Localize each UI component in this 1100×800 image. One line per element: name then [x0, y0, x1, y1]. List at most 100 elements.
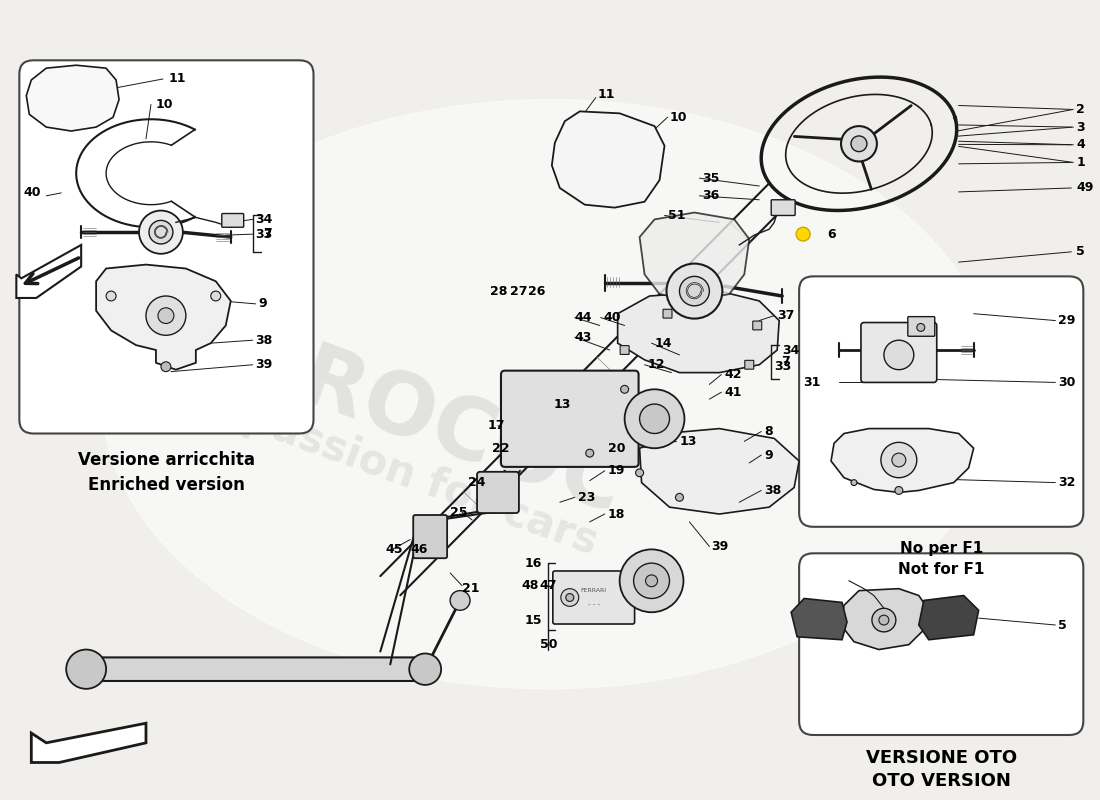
- Polygon shape: [639, 213, 749, 301]
- Polygon shape: [552, 111, 664, 208]
- Text: 41: 41: [724, 386, 741, 398]
- Text: 17: 17: [488, 419, 506, 432]
- FancyBboxPatch shape: [500, 370, 639, 467]
- Circle shape: [148, 220, 173, 244]
- Text: 40: 40: [23, 186, 41, 199]
- FancyBboxPatch shape: [663, 310, 672, 318]
- FancyBboxPatch shape: [81, 658, 430, 681]
- Circle shape: [646, 575, 658, 586]
- Text: EUROCOC: EUROCOC: [166, 295, 635, 533]
- Text: No per F1
Not for F1: No per F1 Not for F1: [898, 541, 984, 577]
- Text: 5: 5: [1076, 246, 1085, 258]
- Circle shape: [916, 323, 925, 331]
- Polygon shape: [26, 66, 119, 131]
- Text: 39: 39: [255, 358, 273, 371]
- Text: 39: 39: [712, 540, 728, 553]
- Text: 19: 19: [607, 464, 625, 478]
- Polygon shape: [830, 429, 974, 493]
- FancyBboxPatch shape: [771, 200, 795, 215]
- Text: 33: 33: [774, 360, 792, 374]
- Text: 36: 36: [703, 190, 719, 202]
- Circle shape: [565, 594, 574, 602]
- Text: 50: 50: [540, 638, 558, 651]
- Circle shape: [620, 386, 628, 394]
- Text: 22: 22: [492, 442, 509, 454]
- Circle shape: [161, 362, 170, 372]
- Circle shape: [585, 450, 594, 457]
- Circle shape: [636, 469, 644, 477]
- Text: 45: 45: [385, 543, 403, 556]
- Text: 10: 10: [156, 98, 174, 111]
- Circle shape: [634, 563, 670, 598]
- Circle shape: [619, 550, 683, 612]
- Text: Versione arricchita
Enriched version: Versione arricchita Enriched version: [78, 451, 255, 494]
- Text: 46: 46: [410, 543, 428, 556]
- Circle shape: [561, 589, 579, 606]
- Text: 40: 40: [604, 311, 622, 324]
- Text: 34: 34: [782, 343, 800, 357]
- Text: 6: 6: [827, 228, 836, 241]
- Text: VERSIONE OTO
OTO VERSION: VERSIONE OTO OTO VERSION: [866, 749, 1016, 790]
- Text: 37: 37: [778, 309, 794, 322]
- Text: 29: 29: [1058, 314, 1076, 327]
- Circle shape: [625, 390, 684, 448]
- Polygon shape: [842, 589, 928, 650]
- Circle shape: [892, 453, 905, 467]
- Text: 7: 7: [781, 355, 790, 368]
- Text: 2: 2: [1076, 103, 1085, 116]
- Circle shape: [139, 210, 183, 254]
- Text: 49: 49: [1076, 182, 1093, 194]
- Circle shape: [66, 650, 106, 689]
- Polygon shape: [791, 598, 847, 640]
- Text: 12: 12: [648, 358, 666, 371]
- Circle shape: [680, 276, 710, 306]
- Circle shape: [409, 654, 441, 685]
- Text: 14: 14: [654, 337, 672, 350]
- Circle shape: [106, 291, 117, 301]
- Text: FERRARI: FERRARI: [581, 588, 607, 593]
- Text: 11: 11: [597, 88, 615, 101]
- Circle shape: [895, 486, 903, 494]
- Text: 13: 13: [553, 398, 571, 410]
- Text: 44: 44: [575, 311, 592, 324]
- FancyBboxPatch shape: [745, 360, 754, 369]
- Text: 51: 51: [668, 209, 685, 222]
- FancyBboxPatch shape: [620, 346, 629, 354]
- Circle shape: [450, 590, 470, 610]
- Text: 16: 16: [525, 557, 542, 570]
- FancyBboxPatch shape: [908, 317, 935, 336]
- Text: 4: 4: [1076, 138, 1085, 151]
- Circle shape: [851, 480, 857, 486]
- Text: 18: 18: [607, 507, 625, 521]
- Text: 33: 33: [255, 228, 273, 241]
- Text: 43: 43: [575, 330, 592, 344]
- FancyBboxPatch shape: [752, 321, 761, 330]
- Polygon shape: [16, 245, 81, 298]
- Text: 9: 9: [258, 298, 267, 310]
- Text: 30: 30: [1058, 376, 1076, 389]
- Circle shape: [675, 494, 683, 502]
- Text: 20: 20: [607, 442, 625, 454]
- Text: 15: 15: [525, 614, 542, 626]
- Circle shape: [842, 126, 877, 162]
- Text: 28: 28: [490, 285, 507, 298]
- FancyBboxPatch shape: [414, 515, 447, 558]
- Polygon shape: [918, 595, 979, 640]
- FancyBboxPatch shape: [861, 322, 937, 382]
- FancyBboxPatch shape: [799, 276, 1084, 526]
- Circle shape: [146, 296, 186, 335]
- Text: 13: 13: [680, 435, 696, 448]
- FancyBboxPatch shape: [20, 60, 313, 434]
- Circle shape: [667, 264, 723, 318]
- Circle shape: [796, 227, 810, 241]
- Text: 42: 42: [724, 368, 741, 381]
- Circle shape: [211, 291, 221, 301]
- Circle shape: [872, 608, 895, 632]
- Text: 7: 7: [263, 226, 272, 240]
- Circle shape: [884, 340, 914, 370]
- Text: 21: 21: [462, 582, 480, 595]
- Text: 3: 3: [1076, 121, 1085, 134]
- Text: 10: 10: [670, 110, 688, 124]
- Text: a passion for cars: a passion for cars: [198, 382, 603, 564]
- Text: 8: 8: [764, 425, 773, 438]
